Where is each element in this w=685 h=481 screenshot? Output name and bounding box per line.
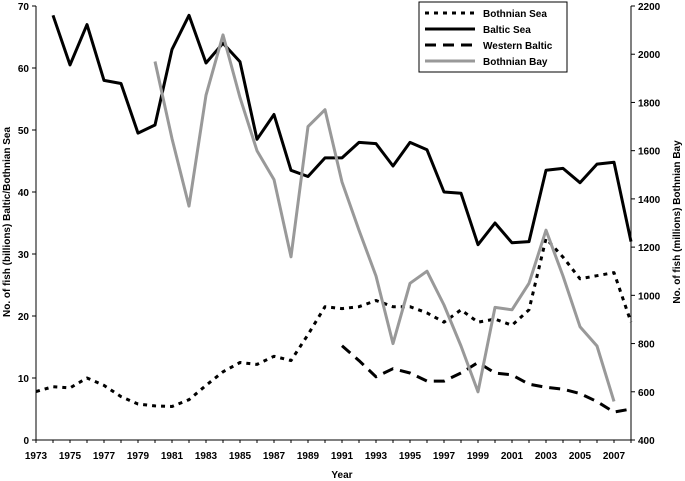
y-left-tick-label: 10 xyxy=(18,374,30,385)
x-tick-label: 1997 xyxy=(433,451,456,462)
legend-label: Baltic Sea xyxy=(483,25,531,36)
y-right-tick-label: 1800 xyxy=(638,98,661,109)
y-right-tick-label: 600 xyxy=(638,388,655,399)
x-tick-label: 1989 xyxy=(297,451,320,462)
y-axis-right-title: No. of fish (millions) Bothnian Bay xyxy=(672,140,683,304)
legend-label: Western Baltic xyxy=(483,41,553,52)
y-right-tick-label: 1600 xyxy=(638,147,661,158)
y-axis-left-title: No. of fish (billions) Baltic/Bothnian S… xyxy=(2,127,13,317)
x-tick-label: 1981 xyxy=(161,451,184,462)
x-tick-label: 1979 xyxy=(127,451,150,462)
x-tick-label: 1983 xyxy=(195,451,218,462)
x-axis-ticks: 1973 1975 1977 1979 1981 1983 1985 1987 1989 1991… xyxy=(25,440,632,462)
x-axis-title: Year xyxy=(331,470,352,481)
x-tick-label: 1999 xyxy=(467,451,490,462)
x-tick-label: 2007 xyxy=(603,451,626,462)
y-right-tick-label: 400 xyxy=(638,436,655,447)
y-left-tick-label: 0 xyxy=(23,436,29,447)
x-tick-label: 1973 xyxy=(25,451,48,462)
y-right-tick-label: 2000 xyxy=(638,50,661,61)
series-line-baltic-sea xyxy=(51,13,633,247)
chart-axes xyxy=(35,6,632,441)
y-left-tick-label: 60 xyxy=(18,64,30,75)
y-left-tick-label: 70 xyxy=(18,2,30,13)
y-right-tick-label: 1200 xyxy=(638,243,661,254)
x-tick-label: 1995 xyxy=(399,451,422,462)
x-tick-label: 1991 xyxy=(331,451,354,462)
legend: Bothnian Sea Baltic Sea Western Baltic Both… xyxy=(418,1,568,73)
y-left-tick-label: 40 xyxy=(18,188,30,199)
x-tick-label: 1993 xyxy=(365,451,388,462)
y-right-tick-label: 800 xyxy=(638,340,655,351)
x-tick-label: 2005 xyxy=(569,451,592,462)
y-right-tick-label: 1000 xyxy=(638,291,661,302)
y-right-tick-label: 1400 xyxy=(638,195,661,206)
legend-label: Bothnian Sea xyxy=(483,9,547,20)
legend-label: Bothnian Bay xyxy=(483,57,548,68)
x-tick-label: 1975 xyxy=(59,451,82,462)
series-line-bothnian-sea xyxy=(35,237,633,408)
x-tick-label: 2001 xyxy=(501,451,524,462)
x-tick-label: 2003 xyxy=(535,451,558,462)
y-left-tick-label: 30 xyxy=(18,250,30,261)
y-axis-right-ticks: 400 600 800 1000 1200 1400 1600 1800 2000 2200 xyxy=(631,2,661,447)
series-line-western-baltic xyxy=(341,344,632,414)
chart-series xyxy=(35,13,633,414)
y-left-tick-label: 50 xyxy=(18,126,30,137)
x-tick-label: 1985 xyxy=(229,451,252,462)
y-right-tick-label: 2200 xyxy=(638,2,661,13)
y-left-tick-label: 20 xyxy=(18,312,30,323)
y-axis-left-ticks: 0 10 20 30 40 50 60 70 xyxy=(18,2,36,447)
x-tick-label: 1977 xyxy=(93,451,116,462)
series-line-bothnian-bay xyxy=(153,33,616,402)
x-tick-label: 1987 xyxy=(263,451,286,462)
